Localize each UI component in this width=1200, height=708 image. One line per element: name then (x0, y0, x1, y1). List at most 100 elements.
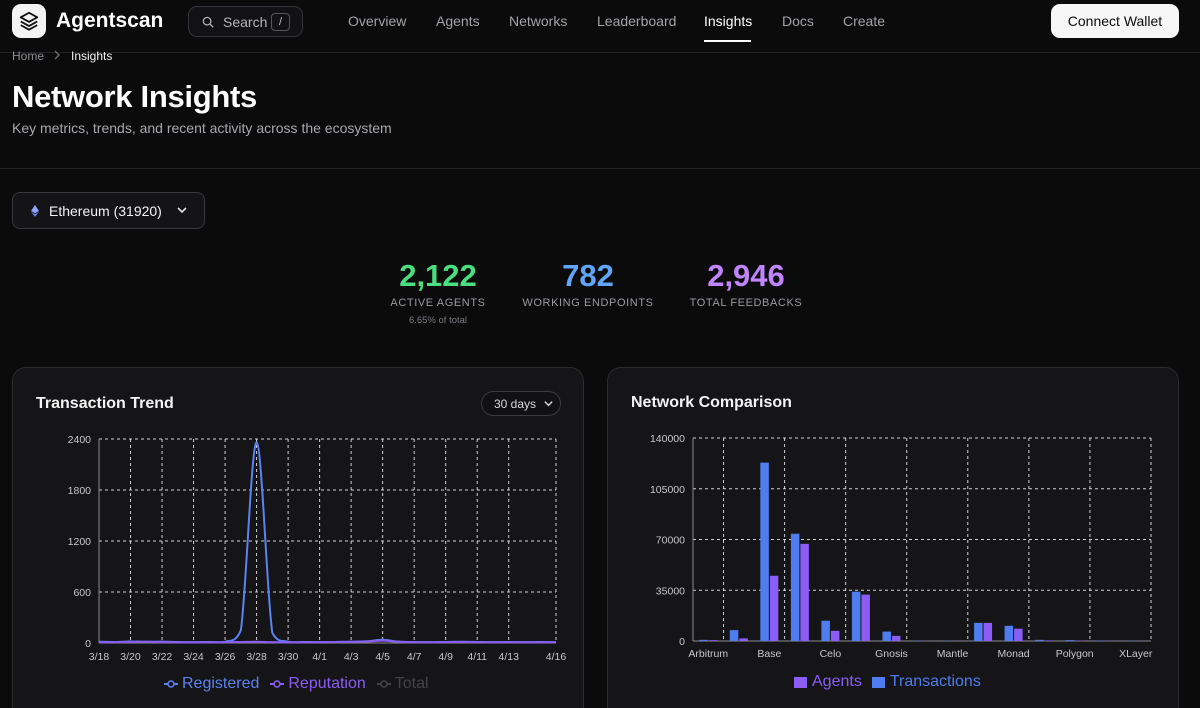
chevron-right-icon (54, 50, 60, 60)
nav-networks[interactable]: Networks (509, 13, 568, 29)
bar-agents (830, 630, 840, 641)
x-tick-label: 4/13 (499, 651, 520, 663)
total-feedbacks-label: TOTAL FEEDBACKS (689, 297, 803, 309)
y-tick-label: 1200 (68, 536, 92, 548)
active-agents-label: ACTIVE AGENTS (390, 297, 486, 309)
y-tick-label: 0 (679, 636, 685, 648)
nav-insights[interactable]: Insights (704, 13, 753, 29)
network-select[interactable]: Ethereum (31920) (12, 192, 205, 229)
x-tick-label: 4/9 (438, 651, 453, 663)
x-tick-label: 3/30 (278, 651, 299, 663)
chevron-down-icon (177, 207, 187, 214)
x-tick-label: Base (757, 648, 781, 660)
ethereum-icon (31, 204, 39, 217)
nav-create[interactable]: Create (843, 13, 886, 29)
legend-reputation[interactable]: Reputation (269, 675, 366, 693)
x-tick-label: 4/3 (344, 651, 359, 663)
y-tick-label: 105000 (650, 484, 685, 496)
x-tick-label: 4/11 (467, 651, 487, 663)
bar-transactions (790, 533, 800, 641)
y-tick-label: 0 (85, 638, 91, 650)
range-select-value: 30 days (494, 396, 537, 411)
trend-legend: Registered Reputation Total (163, 675, 439, 693)
chevron-down-icon (544, 401, 553, 407)
series-line-reputation (98, 639, 556, 644)
top-navigation: Agentscan Search / Overview Agents Netwo… (0, 0, 1200, 53)
transaction-trend-chart: 0 600 1200 1800 2400 3/18 3/20 3/22 3/24 3/26 3/28… (68, 434, 567, 663)
legend-total[interactable]: Total (376, 675, 429, 693)
y-tick-label: 35000 (656, 585, 685, 597)
network-comparison-chart: 0 35000 70000 105000 140000 Arbitrum Base Celo G… (650, 433, 1153, 660)
network-comparison-card: Network Comparison 0 35000 70000 105000 1400… (607, 367, 1179, 708)
connect-wallet-button[interactable]: Connect Wallet (1051, 4, 1179, 38)
x-tick-label: Gnosis (875, 648, 908, 660)
comparison-legend: Agents Transactions (794, 673, 991, 691)
nav-agents[interactable]: Agents (436, 13, 480, 29)
x-tick-label: 3/24 (183, 651, 204, 663)
x-tick-label: 3/20 (120, 651, 141, 663)
legend-agents[interactable]: Agents (794, 673, 862, 691)
bar-transactions (729, 630, 739, 641)
bar-transactions (974, 622, 983, 641)
active-agents-note: 6.65% of total (408, 315, 468, 326)
x-tick-label: 4/5 (375, 651, 390, 663)
legend-transactions[interactable]: Transactions (871, 673, 981, 691)
bar-transactions (1004, 625, 1014, 641)
nav-leaderboard[interactable]: Leaderboard (597, 13, 677, 29)
bar-transactions (760, 462, 769, 641)
bar-transactions (851, 591, 861, 641)
breadcrumb-home[interactable]: Home (12, 49, 45, 63)
bar-agents (1044, 640, 1054, 641)
x-tick-label: 3/26 (215, 651, 236, 663)
x-tick-label: Polygon (1056, 648, 1094, 660)
x-tick-label: 4/16 (546, 651, 567, 663)
bar-agents (1014, 628, 1023, 641)
transaction-trend-card: Transaction Trend 30 days 0 600 1200 1800 24… (12, 367, 584, 708)
legend-registered-marker (164, 680, 178, 688)
legend-agents-swatch (794, 676, 807, 688)
x-tick-label: 4/7 (407, 651, 422, 663)
brand-name[interactable]: Agentscan (56, 9, 164, 32)
legend-transactions-swatch (871, 676, 885, 688)
y-tick-label: 70000 (656, 535, 685, 547)
x-tick-label: 4/1 (312, 651, 327, 663)
legend-reputation-marker (270, 680, 285, 688)
y-tick-label: 600 (73, 587, 91, 599)
bar-agents (739, 638, 748, 641)
x-tick-label: XLayer (1119, 648, 1153, 660)
legend-registered-label: Registered (182, 675, 260, 692)
active-tab-indicator (704, 40, 751, 42)
y-tick-label: 2400 (68, 434, 92, 446)
bar-agents (769, 575, 779, 641)
logo[interactable] (12, 4, 46, 38)
x-tick-label: Arbitrum (688, 648, 728, 660)
working-endpoints-value: 782 (562, 258, 614, 293)
divider (0, 168, 1200, 169)
layers-icon (19, 11, 39, 31)
network-select-value: Ethereum (31920) (49, 202, 162, 219)
x-tick-label: 3/18 (89, 651, 110, 663)
bar-agents (891, 635, 901, 641)
search-shortcut: / (271, 13, 290, 31)
x-tick-label: Monad (998, 648, 1030, 660)
search-label: Search (223, 13, 268, 30)
nav-docs[interactable]: Docs (782, 13, 814, 29)
x-tick-label: Mantle (937, 648, 969, 660)
search-button[interactable]: Search / (188, 6, 303, 37)
page-title: Network Insights (12, 79, 257, 114)
legend-total-marker (376, 680, 391, 688)
series-line-registered (98, 441, 557, 644)
network-comparison-title: Network Comparison (631, 394, 792, 411)
working-endpoints-label: WORKING ENDPOINTS (522, 297, 654, 309)
legend-transactions-label: Transactions (889, 673, 981, 690)
range-select[interactable]: 30 days (481, 391, 561, 416)
bar-transactions (821, 620, 830, 641)
x-tick-label: 3/28 (246, 651, 267, 663)
breadcrumb-current: Insights (71, 49, 113, 63)
legend-total-label: Total (394, 675, 429, 692)
y-tick-label: 140000 (650, 433, 685, 445)
bar-transactions (882, 631, 891, 641)
x-tick-label: 3/22 (152, 651, 173, 663)
nav-overview[interactable]: Overview (348, 13, 407, 29)
legend-registered[interactable]: Registered (163, 675, 259, 693)
